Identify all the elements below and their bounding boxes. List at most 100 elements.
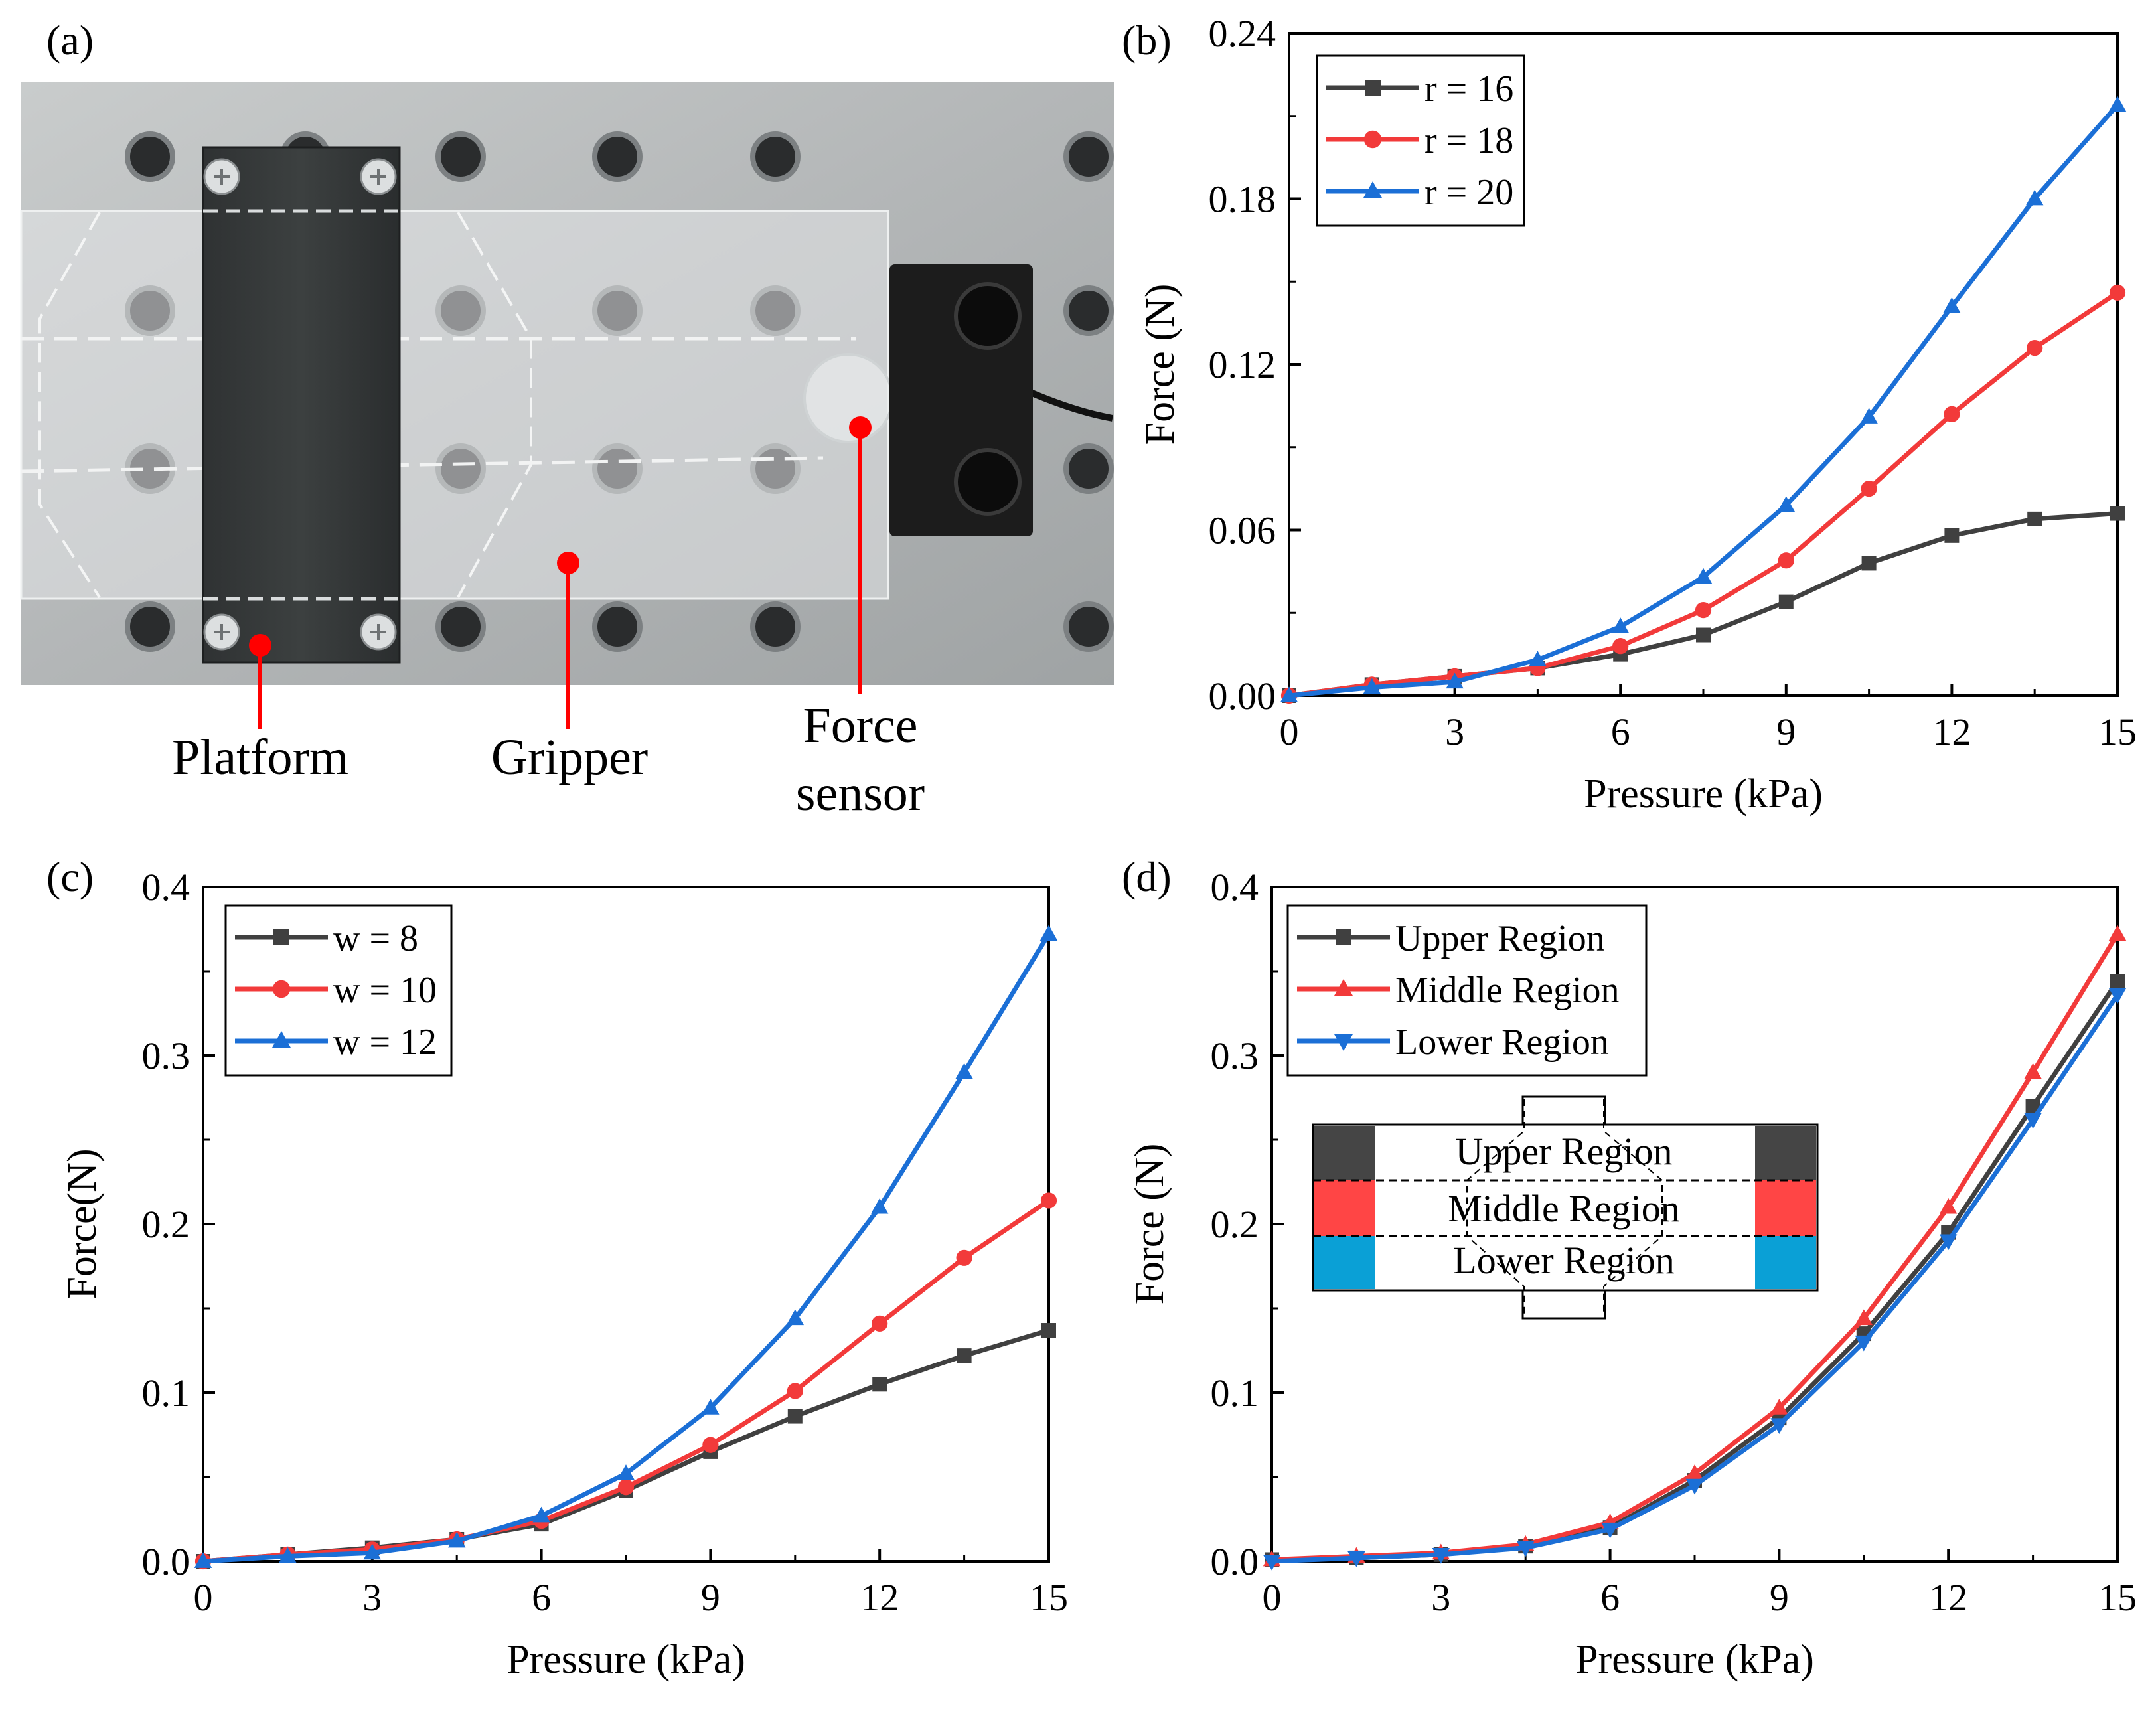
legend-label: r = 16 — [1424, 68, 1513, 110]
data-point — [1940, 1234, 1958, 1251]
y-tick-label: 0.18 — [1209, 178, 1276, 221]
series-line-c-0 — [202, 1328, 1050, 1564]
platform-marker — [249, 634, 271, 657]
x-tick-label: 15 — [2098, 1576, 2137, 1619]
data-point — [957, 1348, 972, 1363]
panel-a-photo: (a) Platform Gripper Force sensor — [20, 17, 1114, 821]
inset-inner-outline — [1466, 1099, 1663, 1316]
data-point — [1777, 496, 1795, 512]
panel-tag-c: (c) — [46, 853, 94, 900]
x-tick-label: 6 — [532, 1576, 551, 1619]
inset-label-middle: Middle Region — [1448, 1187, 1680, 1230]
x-tick-label: 15 — [1030, 1576, 1068, 1619]
y-tick-label: 0.06 — [1209, 509, 1276, 552]
data-point — [2108, 96, 2127, 112]
inset-label-upper: Upper Region — [1456, 1130, 1673, 1173]
series-line-c-1 — [202, 1198, 1050, 1564]
x-tick-label: 6 — [1611, 710, 1630, 753]
data-point — [1855, 1309, 1873, 1326]
data-point — [2024, 1063, 2042, 1079]
data-point — [872, 1377, 887, 1392]
x-tick-label: 3 — [1445, 710, 1464, 753]
middle-region-swatch-left — [1314, 1180, 1375, 1236]
data-point — [1944, 406, 1960, 422]
lower-region-swatch-right — [1755, 1236, 1816, 1289]
y-tick-label: 0.1 — [142, 1371, 191, 1415]
plate-hole — [750, 131, 801, 182]
data-point — [1861, 481, 1877, 497]
data-point — [1778, 594, 1794, 609]
data-point — [363, 1543, 381, 1560]
data-point — [1363, 678, 1381, 694]
x-axis-label: Pressure (kPa) — [506, 1637, 745, 1682]
legend-marker — [1336, 929, 1351, 945]
x-tick-label: 0 — [194, 1576, 213, 1619]
chart-c: 0 3 6 9 12 15 0.0 0.1 0.2 0.3 0.4 Pressure (kPa) For… — [60, 866, 1068, 1682]
data-point — [872, 1315, 888, 1332]
label-gripper: Gripper — [491, 730, 648, 785]
data-point — [2108, 988, 2127, 1004]
data-point — [1855, 1335, 1873, 1352]
legend-marker — [1363, 130, 1382, 149]
x-tick-label: 6 — [1600, 1576, 1620, 1619]
legend-marker — [1334, 979, 1353, 996]
data-point — [2024, 1113, 2042, 1129]
gripper-chamber-outline-right — [457, 211, 532, 598]
data-point — [1944, 528, 1960, 543]
region-inset-diagram: Upper Region Middle Region Lower Region — [1312, 1095, 1819, 1320]
y-tick-label: 0.12 — [1209, 343, 1276, 386]
x-tick-label: 3 — [362, 1576, 382, 1619]
data-point — [1861, 556, 1877, 571]
data-point — [1940, 1198, 1958, 1214]
legend-marker — [273, 929, 289, 945]
y-tick-label: 0.00 — [1209, 674, 1276, 718]
data-point — [279, 1547, 297, 1563]
plate-hole — [592, 131, 643, 182]
plate-hole — [1063, 285, 1114, 336]
inset-frame — [1312, 1123, 1819, 1292]
platform-screws — [203, 158, 397, 651]
data-point — [1696, 627, 1711, 643]
data-point — [956, 1249, 972, 1266]
y-axis-label: Force (N) — [1138, 284, 1183, 445]
data-point — [787, 1409, 803, 1424]
x-tick-label: 3 — [1431, 1576, 1450, 1619]
legend-marker — [1334, 1034, 1353, 1051]
legend-marker — [1363, 181, 1383, 198]
y-tick-label: 0.24 — [1209, 12, 1276, 55]
plate-hole — [435, 601, 486, 652]
label-force: Force — [803, 698, 917, 753]
data-point — [702, 1437, 719, 1453]
x-tick-label: 9 — [1776, 710, 1796, 753]
legend-label: Lower Region — [1395, 1022, 1609, 1063]
data-point — [1446, 672, 1464, 689]
data-point — [786, 1309, 804, 1326]
lower-region-swatch-left — [1314, 1236, 1375, 1289]
legend-label: w = 8 — [333, 918, 418, 959]
data-point — [1529, 651, 1547, 666]
y-tick-label: 0.2 — [142, 1203, 191, 1246]
data-point — [1770, 1399, 1788, 1415]
panel-tag-d: (d) — [1122, 853, 1172, 900]
inset-top-tab — [1521, 1095, 1606, 1126]
data-point — [1778, 552, 1794, 569]
label-platform: Platform — [172, 730, 348, 785]
platform-block — [202, 146, 401, 664]
data-point — [1695, 601, 1712, 619]
data-point — [617, 1479, 635, 1496]
legend-label: r = 18 — [1424, 120, 1513, 161]
data-point — [1263, 1555, 1281, 1571]
panel-tag-b: (b) — [1122, 17, 1172, 64]
legend-label: Middle Region — [1395, 970, 1620, 1011]
y-tick-label: 0.4 — [1211, 866, 1259, 909]
y-tick-label: 0.0 — [142, 1540, 191, 1583]
data-point — [1040, 1192, 1057, 1209]
sensor-cable — [1028, 388, 1113, 422]
legend-label: w = 10 — [333, 970, 437, 1011]
plate-hole — [1063, 131, 1114, 182]
data-point — [1432, 1547, 1450, 1564]
x-tick-label: 9 — [1770, 1576, 1789, 1619]
data-point — [1517, 1541, 1535, 1557]
data-point — [1685, 1478, 1704, 1495]
